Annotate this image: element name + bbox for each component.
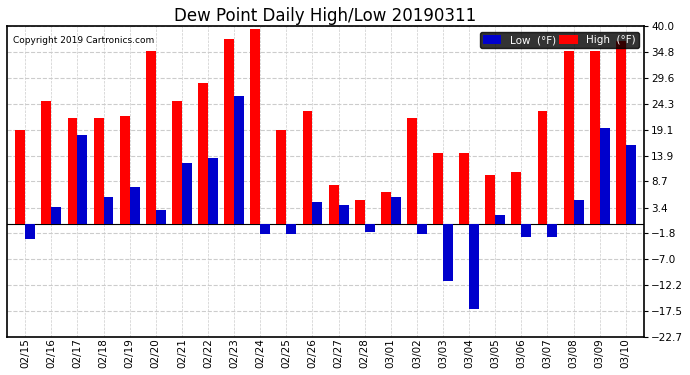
- Bar: [417, 225, 427, 234]
- Bar: [224, 39, 234, 225]
- Bar: [564, 51, 573, 225]
- Bar: [600, 128, 610, 225]
- Legend: Low  (°F), High  (°F): Low (°F), High (°F): [480, 32, 639, 48]
- Bar: [485, 175, 495, 225]
- Bar: [156, 210, 166, 225]
- Bar: [51, 207, 61, 225]
- Bar: [616, 41, 626, 225]
- Bar: [626, 145, 635, 225]
- Bar: [68, 118, 77, 225]
- Bar: [302, 111, 313, 225]
- Bar: [130, 188, 139, 225]
- Bar: [469, 225, 479, 309]
- Bar: [590, 51, 600, 225]
- Bar: [172, 101, 182, 225]
- Bar: [495, 214, 505, 225]
- Bar: [94, 118, 104, 225]
- Bar: [433, 153, 443, 225]
- Bar: [104, 197, 113, 225]
- Bar: [538, 111, 547, 225]
- Bar: [522, 225, 531, 237]
- Bar: [234, 96, 244, 225]
- Bar: [511, 172, 522, 225]
- Bar: [391, 197, 401, 225]
- Bar: [407, 118, 417, 225]
- Text: Copyright 2019 Cartronics.com: Copyright 2019 Cartronics.com: [13, 36, 155, 45]
- Bar: [15, 130, 26, 225]
- Bar: [365, 225, 375, 232]
- Bar: [120, 116, 130, 225]
- Bar: [182, 163, 192, 225]
- Bar: [443, 225, 453, 281]
- Bar: [339, 205, 348, 225]
- Bar: [381, 192, 391, 225]
- Bar: [250, 29, 260, 225]
- Bar: [277, 130, 286, 225]
- Bar: [460, 153, 469, 225]
- Bar: [26, 225, 35, 239]
- Bar: [286, 225, 296, 234]
- Bar: [146, 51, 156, 225]
- Bar: [355, 200, 365, 225]
- Bar: [208, 158, 218, 225]
- Bar: [198, 83, 208, 225]
- Bar: [573, 200, 584, 225]
- Bar: [260, 225, 270, 234]
- Bar: [547, 225, 558, 237]
- Bar: [41, 101, 51, 225]
- Title: Dew Point Daily High/Low 20190311: Dew Point Daily High/Low 20190311: [175, 7, 477, 25]
- Bar: [77, 135, 88, 225]
- Bar: [313, 202, 322, 225]
- Bar: [328, 185, 339, 225]
